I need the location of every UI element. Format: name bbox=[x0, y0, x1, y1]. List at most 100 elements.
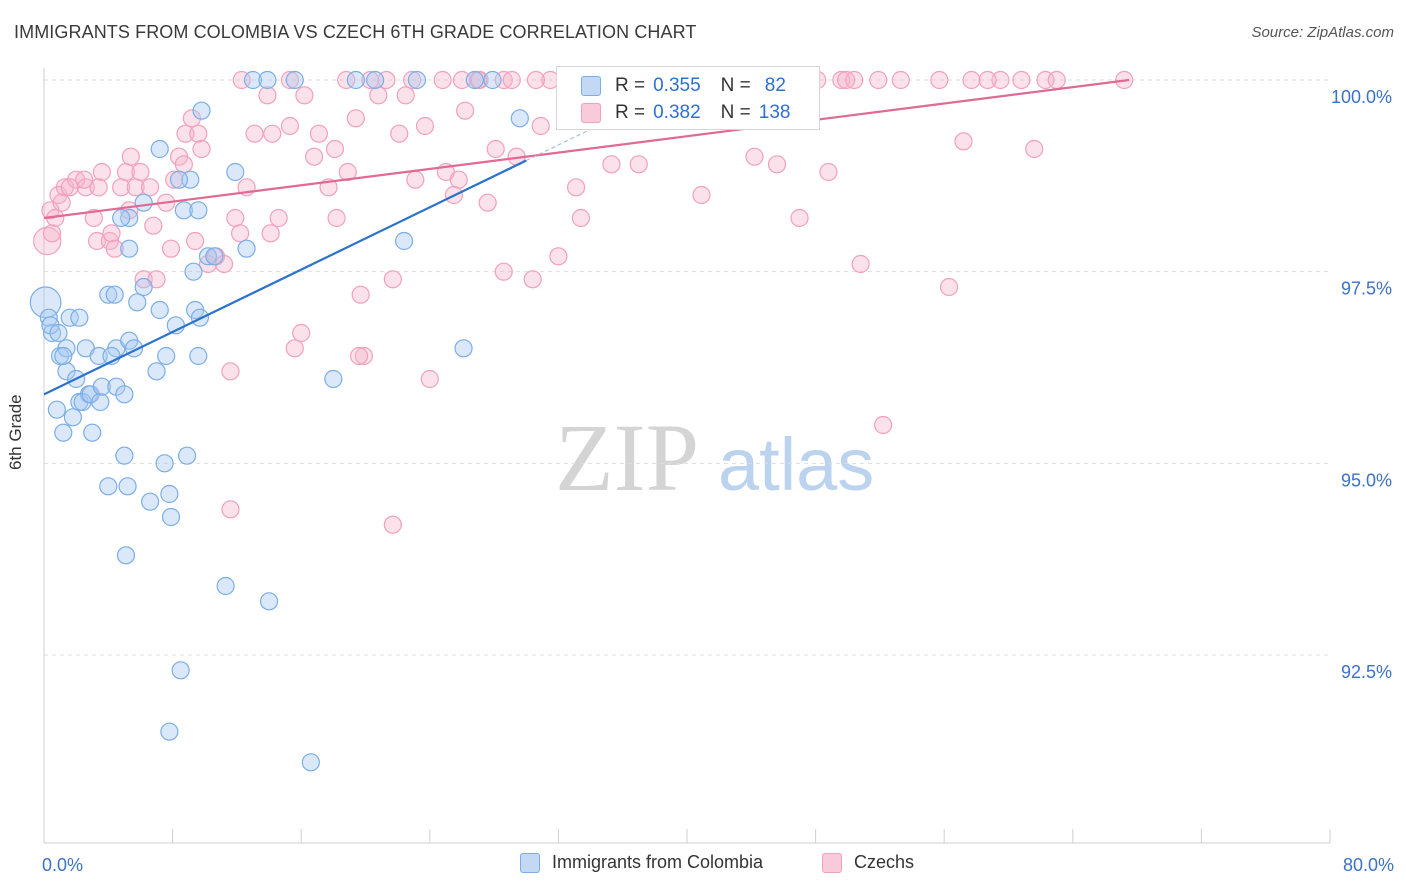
point-czech bbox=[134, 270, 153, 289]
y-tick-label: 100.0% bbox=[1331, 87, 1392, 107]
point-czech bbox=[349, 346, 369, 366]
point-czech bbox=[292, 323, 311, 343]
watermark-zip: ZIP bbox=[555, 404, 699, 511]
point-czech bbox=[415, 116, 435, 136]
point-czech bbox=[131, 162, 150, 182]
stats-r-value: 0.382 bbox=[653, 102, 701, 123]
point-colombia bbox=[160, 484, 179, 504]
source-label: Source: ZipAtlas.com bbox=[1251, 24, 1394, 41]
point-czech bbox=[369, 86, 388, 105]
point-colombia bbox=[115, 385, 134, 404]
point-colombia bbox=[205, 247, 224, 266]
point-colombia bbox=[63, 408, 83, 427]
point-czech bbox=[790, 208, 809, 228]
legend-item-colombia[interactable]: Immigrants from Colombia bbox=[520, 852, 763, 873]
point-colombia bbox=[407, 70, 427, 90]
point-czech bbox=[891, 70, 910, 90]
point-colombia bbox=[83, 423, 102, 442]
watermark-atlas: atlas bbox=[718, 423, 874, 506]
point-colombia bbox=[128, 293, 147, 312]
point-czech bbox=[851, 254, 870, 274]
point-czech bbox=[403, 70, 422, 90]
point-colombia bbox=[171, 661, 190, 680]
point-czech bbox=[189, 124, 208, 143]
stats-swatch-colombia bbox=[581, 76, 601, 96]
point-czech bbox=[105, 239, 124, 258]
point-colombia bbox=[39, 308, 58, 327]
point-colombia bbox=[394, 231, 414, 251]
point-colombia bbox=[243, 70, 263, 90]
point-czech bbox=[566, 178, 586, 197]
point-czech bbox=[692, 185, 711, 205]
point-czech bbox=[361, 70, 380, 90]
point-czech bbox=[526, 70, 545, 90]
chart-title: IMMIGRANTS FROM COLOMBIA VS CZECH 6TH GR… bbox=[14, 22, 697, 42]
legend-item-czech[interactable]: Czechs bbox=[822, 852, 914, 873]
point-czech bbox=[832, 70, 851, 90]
point-colombia bbox=[160, 722, 179, 741]
trend-line-colombia bbox=[43, 159, 527, 396]
point-czech bbox=[304, 147, 324, 166]
point-czech bbox=[186, 231, 205, 251]
point-colombia bbox=[216, 576, 235, 596]
point-czech bbox=[60, 178, 79, 197]
point-colombia bbox=[105, 285, 124, 304]
point-czech bbox=[531, 116, 550, 136]
point-czech bbox=[338, 162, 357, 182]
point-czech bbox=[869, 70, 888, 90]
point-czech bbox=[549, 247, 568, 266]
point-czech bbox=[165, 170, 184, 189]
point-colombia bbox=[118, 477, 137, 496]
point-czech bbox=[182, 109, 201, 128]
point-czech bbox=[819, 162, 838, 182]
y-tick-label: 92.5% bbox=[1341, 662, 1392, 682]
point-czech bbox=[42, 224, 62, 243]
point-czech bbox=[121, 147, 140, 166]
legend-label-czech: Czechs bbox=[854, 852, 915, 872]
point-czech bbox=[309, 124, 328, 143]
point-czech bbox=[84, 208, 103, 228]
point-czech bbox=[383, 270, 402, 289]
point-colombia bbox=[259, 592, 279, 611]
point-czech bbox=[337, 70, 356, 90]
point-colombia bbox=[510, 109, 529, 128]
point-czech bbox=[745, 147, 764, 166]
point-colombia bbox=[150, 139, 169, 159]
point-colombia bbox=[454, 339, 473, 358]
point-colombia bbox=[120, 239, 139, 258]
point-colombia bbox=[57, 362, 76, 381]
point-czech bbox=[1025, 139, 1044, 159]
point-czech bbox=[978, 70, 997, 90]
point-colombia bbox=[161, 507, 181, 527]
point-colombia bbox=[155, 454, 174, 473]
point-czech bbox=[285, 339, 304, 358]
point-colombia bbox=[465, 70, 484, 90]
point-colombia bbox=[483, 70, 502, 90]
point-czech bbox=[962, 70, 981, 90]
point-czech bbox=[161, 239, 181, 258]
point-colombia bbox=[189, 201, 208, 220]
point-czech bbox=[89, 178, 108, 197]
point-colombia bbox=[60, 308, 79, 327]
point-czech bbox=[991, 70, 1010, 90]
point-czech bbox=[837, 70, 856, 90]
point-colombia bbox=[177, 446, 197, 465]
y-tick-label: 95.0% bbox=[1341, 470, 1392, 490]
point-colombia bbox=[198, 247, 218, 266]
point-colombia bbox=[147, 362, 166, 381]
point-czech bbox=[456, 101, 475, 120]
point-czech bbox=[221, 500, 240, 519]
point-czech bbox=[269, 208, 288, 228]
point-czech bbox=[346, 109, 365, 128]
point-colombia bbox=[116, 546, 136, 565]
point-czech bbox=[420, 369, 439, 389]
point-czech bbox=[602, 155, 621, 174]
point-czech bbox=[258, 86, 277, 105]
point-czech bbox=[629, 155, 648, 174]
point-czech bbox=[140, 178, 160, 197]
point-colombia bbox=[285, 70, 304, 90]
point-czech bbox=[280, 70, 300, 90]
point-colombia bbox=[134, 193, 153, 212]
point-colombia bbox=[237, 239, 256, 258]
point-czech bbox=[351, 285, 370, 304]
